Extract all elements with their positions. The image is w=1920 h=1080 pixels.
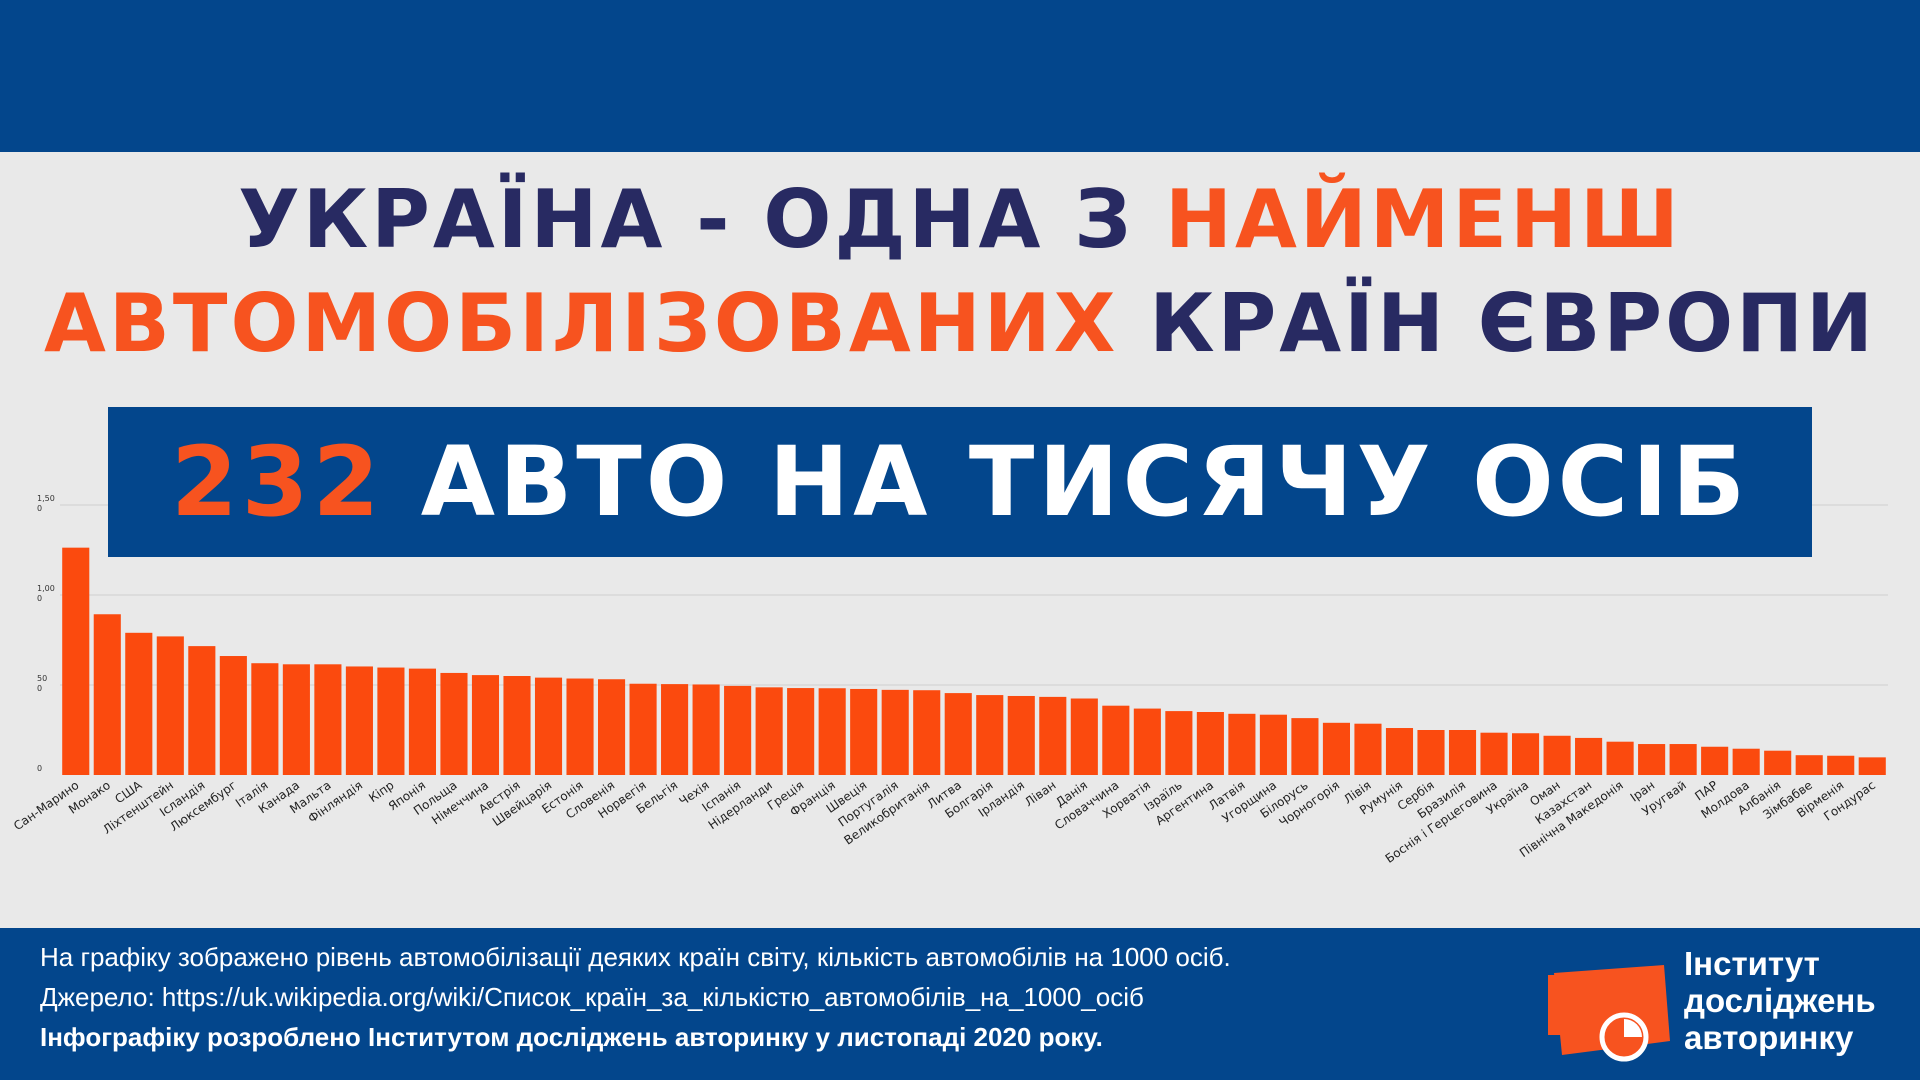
bar <box>818 688 846 775</box>
bar <box>1701 746 1729 775</box>
logo-line3: авторинку <box>1684 1019 1854 1056</box>
bar <box>1764 750 1792 775</box>
bar <box>1448 730 1477 775</box>
footer-description: На графіку зображено рівень автомобіліза… <box>40 942 1231 972</box>
bar <box>314 664 342 775</box>
headline-line1-a: Україна - одна з <box>238 173 1135 266</box>
headline-line2-a: автомобілізованих <box>44 277 1119 370</box>
bar <box>345 666 373 775</box>
bar <box>661 684 689 775</box>
bar <box>408 668 437 775</box>
bar <box>1543 735 1571 775</box>
bar <box>1575 737 1603 775</box>
bar <box>913 690 941 775</box>
footer-credit: Інфографіку розроблено Інститутом дослід… <box>40 1022 1103 1052</box>
y-tick-label: 0 <box>37 764 42 773</box>
bar <box>251 663 279 775</box>
bar <box>692 684 720 775</box>
headline-line1: Україна - одна з найменш <box>0 168 1920 272</box>
headline: Україна - одна з найменш автомобілізован… <box>0 168 1920 376</box>
bar <box>219 656 247 775</box>
highlight-banner: 232 авто на тисячу осіб <box>108 407 1812 557</box>
logo-text: Інститут досліджень авторинку <box>1684 945 1876 1056</box>
bar <box>1070 698 1098 775</box>
bar <box>597 679 626 775</box>
bar <box>62 547 90 775</box>
bar <box>188 646 216 775</box>
footer-source: Джерело: https://uk.wikipedia.org/wiki/С… <box>40 982 1144 1012</box>
bar <box>1039 696 1067 775</box>
bar <box>944 693 972 775</box>
bar <box>1858 757 1886 775</box>
bar <box>93 614 121 775</box>
bar <box>787 688 815 775</box>
logo-line1: Інститут <box>1684 945 1820 982</box>
bar <box>1165 711 1193 775</box>
bar <box>1354 723 1382 775</box>
bar <box>1102 705 1130 775</box>
banner-text: авто на тисячу осіб <box>420 426 1750 538</box>
bar <box>1638 744 1666 775</box>
bar <box>976 695 1004 775</box>
bar <box>282 664 310 775</box>
headline-line2: автомобілізованих країн Європи <box>0 272 1920 376</box>
y-tick-label: 50 0 <box>37 674 47 693</box>
bar <box>125 632 153 775</box>
headline-line2-b: країн Європи <box>1149 277 1876 370</box>
bar <box>1732 748 1760 775</box>
bar <box>503 676 531 775</box>
bar <box>1259 714 1287 775</box>
bar <box>156 636 184 775</box>
bar <box>566 678 594 775</box>
bar <box>471 675 500 775</box>
y-tick-label: 1,00 0 <box>37 584 55 603</box>
logo-line2: досліджень <box>1684 982 1876 1019</box>
x-tick-label: Ліван <box>1022 778 1058 809</box>
bar <box>1417 730 1445 775</box>
bar <box>377 667 405 775</box>
bar <box>850 688 878 775</box>
bar <box>1196 712 1224 775</box>
bar <box>1322 722 1351 775</box>
bar <box>881 689 909 775</box>
bar <box>534 677 563 775</box>
bar <box>755 687 783 775</box>
bar <box>1133 708 1161 775</box>
bar <box>440 672 468 775</box>
top-band <box>0 0 1920 152</box>
bar <box>1291 718 1319 775</box>
bar <box>1606 741 1634 775</box>
banner-number: 232 <box>170 426 384 538</box>
bar <box>1480 732 1508 775</box>
bar <box>1007 695 1035 775</box>
bar <box>629 683 657 775</box>
bar <box>1228 713 1256 775</box>
headline-line1-b: найменш <box>1164 173 1682 266</box>
bar <box>1511 733 1540 775</box>
y-tick-label: 1,50 0 <box>37 494 55 513</box>
bar <box>1795 755 1823 775</box>
bar <box>1669 744 1697 775</box>
bar <box>1827 755 1855 775</box>
bar <box>1385 728 1414 775</box>
car-chart-icon <box>1548 965 1670 1062</box>
bar <box>724 685 752 775</box>
